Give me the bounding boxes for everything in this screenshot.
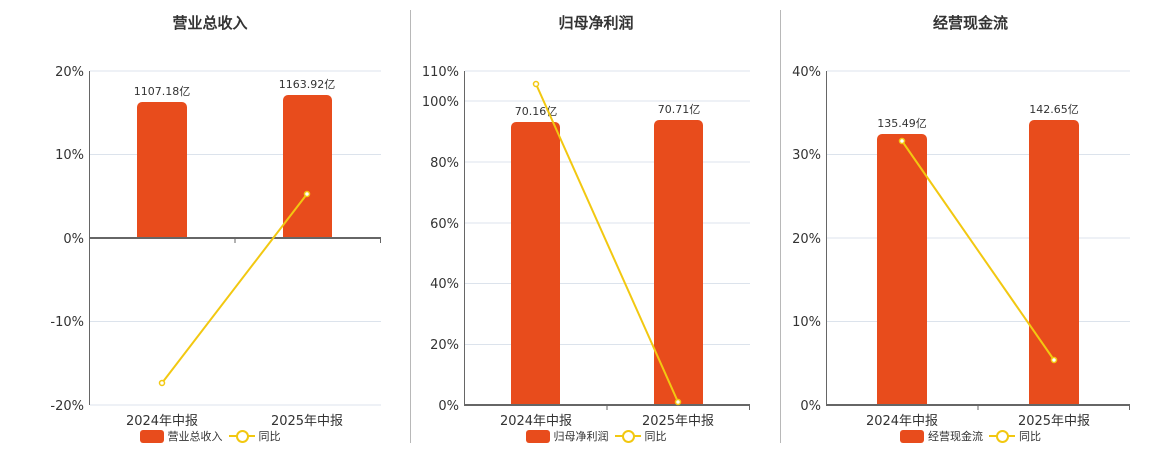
bar-value-label: 70.71亿 (658, 103, 701, 116)
y-tick-label: 60% (430, 217, 459, 232)
legend-swatch-icon (900, 429, 924, 443)
y-tick-label: 0% (438, 399, 459, 414)
y-tick-label: 40% (430, 277, 459, 292)
panel-divider (780, 10, 781, 443)
bar-value-label: 135.49亿 (877, 117, 927, 130)
chart-panel-net-profit: 归母净利润 110% 100% 80% 60% 40% 20% 0% 70.16… (411, 0, 781, 450)
yoy-line (161, 193, 308, 384)
legend-label: 营业总收入 (167, 430, 223, 443)
legend-line-circle-icon (614, 429, 641, 443)
y-tick-label: 0% (63, 232, 84, 247)
yoy-point[interactable] (1050, 356, 1058, 364)
x-tick-label: 2024年中报 (866, 414, 938, 429)
y-tick-label: 110% (422, 65, 459, 80)
legend-line-circle-icon (989, 429, 1015, 443)
legend-label: 归母净利润 (553, 430, 609, 443)
legend-label: 同比 (1019, 430, 1041, 443)
yoy-line (901, 140, 1055, 361)
legend: 营业总收入 同比 (40, 428, 380, 444)
legend-item-line[interactable]: 同比 (614, 428, 667, 444)
y-tick-label: -10% (50, 315, 84, 330)
y-tick-label: 20% (430, 338, 459, 353)
chart-panel-operating-cash-flow: 经营现金流 40% 30% 20% 10% 0% 135.49亿 142.65亿 (781, 0, 1160, 450)
grid-lines (90, 70, 381, 406)
y-tick-label: 100% (422, 95, 459, 110)
x-tick-label: 2025年中报 (642, 414, 714, 429)
yoy-point[interactable] (158, 379, 166, 387)
legend-item-line[interactable]: 同比 (228, 428, 281, 444)
legend-item-bar[interactable]: 经营现金流 (900, 428, 983, 444)
yoy-point[interactable] (303, 190, 311, 198)
chart-plot: 110% 100% 80% 60% 40% 20% 0% 70.16亿 70.7… (422, 65, 750, 429)
yoy-point[interactable] (532, 80, 540, 88)
grid-lines (465, 70, 750, 345)
legend-item-bar[interactable]: 归母净利润 (525, 428, 609, 444)
bar-value-label: 1163.92亿 (279, 78, 336, 91)
y-tick-label: 20% (55, 65, 84, 80)
bar-value-label: 142.65亿 (1029, 103, 1079, 116)
legend-swatch-icon (525, 429, 550, 443)
panel-divider (410, 10, 411, 443)
y-tick-label: 30% (792, 148, 821, 163)
x-tick-label: 2024年中报 (500, 414, 572, 429)
yoy-point[interactable] (898, 137, 906, 145)
chart-title: 归母净利润 (558, 14, 634, 32)
chart-plot: 20% 10% 0% -10% -20% 1107.18亿 1163.92亿 2… (50, 65, 381, 429)
y-tick-label: 80% (430, 156, 459, 171)
yoy-line (535, 83, 679, 403)
x-tick-label: 2024年中报 (126, 414, 198, 429)
bar-value-label: 1107.18亿 (134, 85, 191, 98)
x-tick-label: 2025年中报 (271, 414, 343, 429)
x-tick-label: 2025年中报 (1018, 414, 1090, 429)
legend-swatch-icon (139, 429, 164, 443)
legend-item-line[interactable]: 同比 (989, 428, 1041, 444)
grid-lines (827, 70, 1130, 322)
y-tick-label: 40% (792, 65, 821, 80)
legend-label: 经营现金流 (928, 430, 983, 443)
y-tick-label: 20% (792, 232, 821, 247)
y-tick-label: 0% (800, 399, 821, 414)
legend: 经营现金流 同比 (781, 428, 1160, 444)
chart-panel-revenue: 营业总收入 20% 10% 0% -10% -20% 1107.18亿 (0, 0, 410, 450)
chart-plot: 40% 30% 20% 10% 0% 135.49亿 142.65亿 2024年… (792, 65, 1130, 429)
legend-line-circle-icon (228, 429, 255, 443)
y-tick-label: 10% (792, 315, 821, 330)
yoy-point[interactable] (674, 398, 682, 406)
chart-title: 经营现金流 (932, 14, 1008, 32)
legend-item-bar[interactable]: 营业总收入 (139, 428, 223, 444)
legend-label: 同比 (258, 430, 281, 443)
y-tick-label: 10% (55, 148, 84, 163)
y-tick-label: -20% (50, 399, 84, 414)
chart-title: 营业总收入 (172, 14, 248, 32)
legend: 归母净利润 同比 (411, 428, 781, 444)
legend-label: 同比 (644, 430, 667, 443)
